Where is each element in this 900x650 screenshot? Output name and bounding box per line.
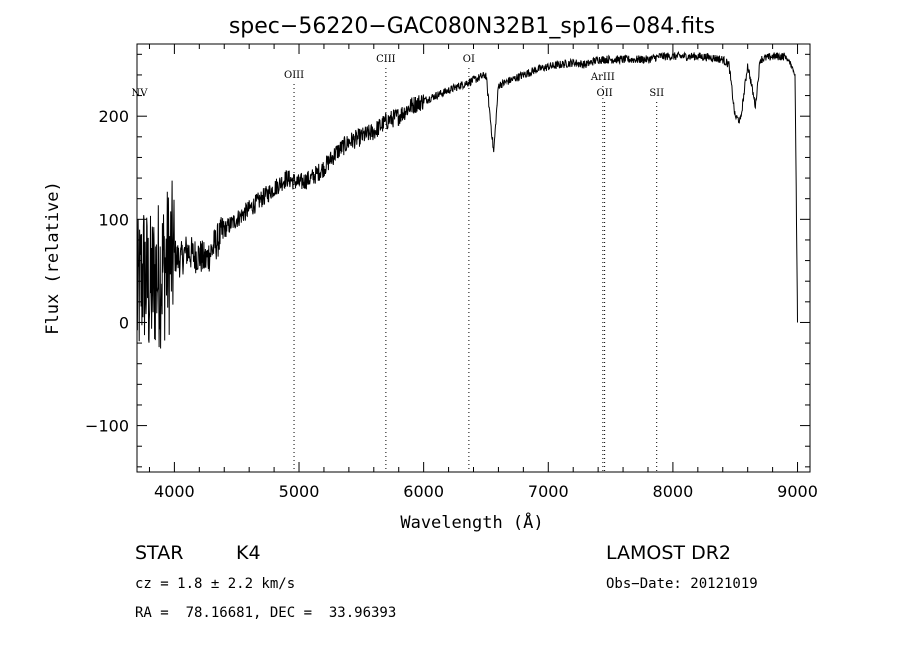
line-label-ciii: CIII xyxy=(376,54,396,65)
x-tick-label: 4000 xyxy=(154,482,195,501)
line-label-oii: OII xyxy=(597,88,613,99)
line-label-oi: OI xyxy=(463,54,475,65)
axis-ticks xyxy=(137,44,810,472)
redshift-cz: cz = 1.8 ± 2.2 km/s xyxy=(135,576,296,592)
x-axis-label: Wavelength (Å) xyxy=(400,511,543,533)
object-class: STAR xyxy=(135,542,184,564)
x-tick-label: 9000 xyxy=(777,482,818,501)
x-tick-label: 5000 xyxy=(279,482,320,501)
coordinates: RA = 78.16681, DEC = 33.96393 xyxy=(135,605,397,621)
spectral-line-markers: NV OIII CIII OI ArIII OII SII xyxy=(132,54,664,472)
y-tick-label: −100 xyxy=(85,417,129,436)
line-label-sii: SII xyxy=(649,88,664,99)
x-tick-label: 6000 xyxy=(403,482,444,501)
y-tick-label: 100 xyxy=(98,210,129,229)
line-label-nv: NV xyxy=(132,88,149,99)
survey-name: LAMOST DR2 xyxy=(606,542,731,564)
y-axis-label: Flux (relative) xyxy=(43,181,63,335)
y-tick-label: 0 xyxy=(119,313,129,332)
spectrum-series-line xyxy=(136,50,798,349)
line-label-ariii: ArIII xyxy=(590,72,615,83)
chart-title: spec−56220−GAC080N32B1_sp16−084.fits xyxy=(229,14,715,39)
observation-date: Obs−Date: 20121019 xyxy=(606,576,758,592)
y-tick-labels: −100 0 100 200 xyxy=(85,107,129,435)
y-tick-label: 200 xyxy=(98,107,129,126)
x-tick-label: 8000 xyxy=(653,482,694,501)
plot-frame xyxy=(136,43,811,473)
x-tick-labels: 4000 5000 6000 7000 8000 9000 xyxy=(154,482,818,501)
object-subclass: K4 xyxy=(236,542,261,564)
line-label-oiii: OIII xyxy=(284,70,304,81)
x-tick-label: 7000 xyxy=(528,482,569,501)
